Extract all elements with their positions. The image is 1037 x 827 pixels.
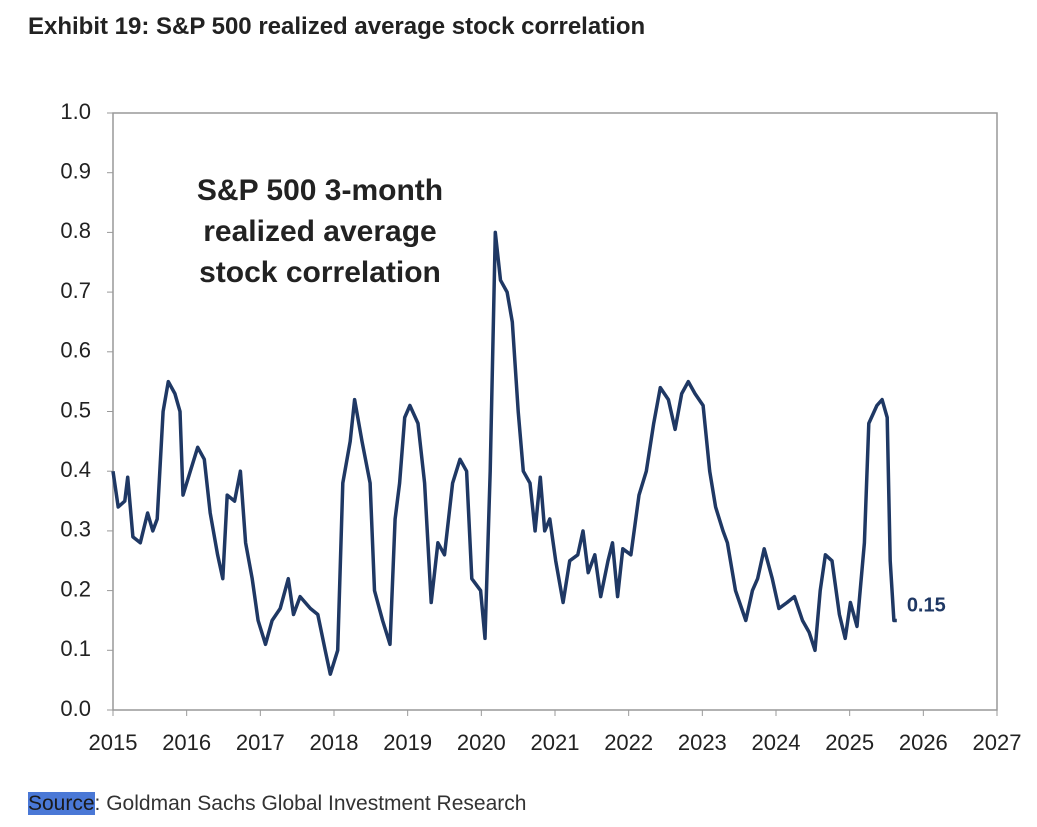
x-tick-label: 2020: [457, 730, 506, 755]
end-label: 0.15: [907, 595, 946, 617]
x-tick-label: 2018: [310, 730, 359, 755]
x-tick-label: 2026: [899, 730, 948, 755]
x-tick-label: 2021: [531, 730, 580, 755]
y-tick-label: 0.5: [60, 397, 91, 422]
x-tick-label: 2024: [752, 730, 801, 755]
x-tick-label: 2017: [236, 730, 285, 755]
source: Source: Goldman Sachs Global Investment …: [28, 792, 526, 816]
y-tick-label: 1.0: [60, 99, 91, 124]
y-tick-label: 0.2: [60, 576, 91, 601]
y-tick-label: 0.0: [60, 696, 91, 721]
x-tick-label: 2016: [162, 730, 211, 755]
line-series: [111, 230, 897, 676]
x-tick-label: 2015: [89, 730, 138, 755]
y-tick-label: 0.9: [60, 159, 91, 184]
chart-title: Exhibit 19: S&P 500 realized average sto…: [28, 13, 645, 40]
annotation: S&P 500 3-month: [197, 174, 443, 207]
y-tick-label: 0.1: [60, 636, 91, 661]
x-tick-label: 2023: [678, 730, 727, 755]
annotation: realized average: [203, 215, 436, 248]
source-text: : Goldman Sachs Global Investment Resear…: [94, 792, 527, 815]
x-tick-label: 2027: [973, 730, 1022, 755]
x-tick-label: 2022: [604, 730, 653, 755]
annotation: stock correlation: [199, 256, 441, 289]
y-tick-label: 0.8: [60, 218, 91, 243]
x-tick-label: 2025: [825, 730, 874, 755]
y-tick-label: 0.3: [60, 517, 91, 542]
source-label: Source: [28, 792, 95, 815]
y-tick-label: 0.4: [60, 457, 91, 482]
y-tick-label: 0.6: [60, 338, 91, 363]
y-tick-label: 0.7: [60, 278, 91, 303]
x-tick-label: 2019: [383, 730, 432, 755]
